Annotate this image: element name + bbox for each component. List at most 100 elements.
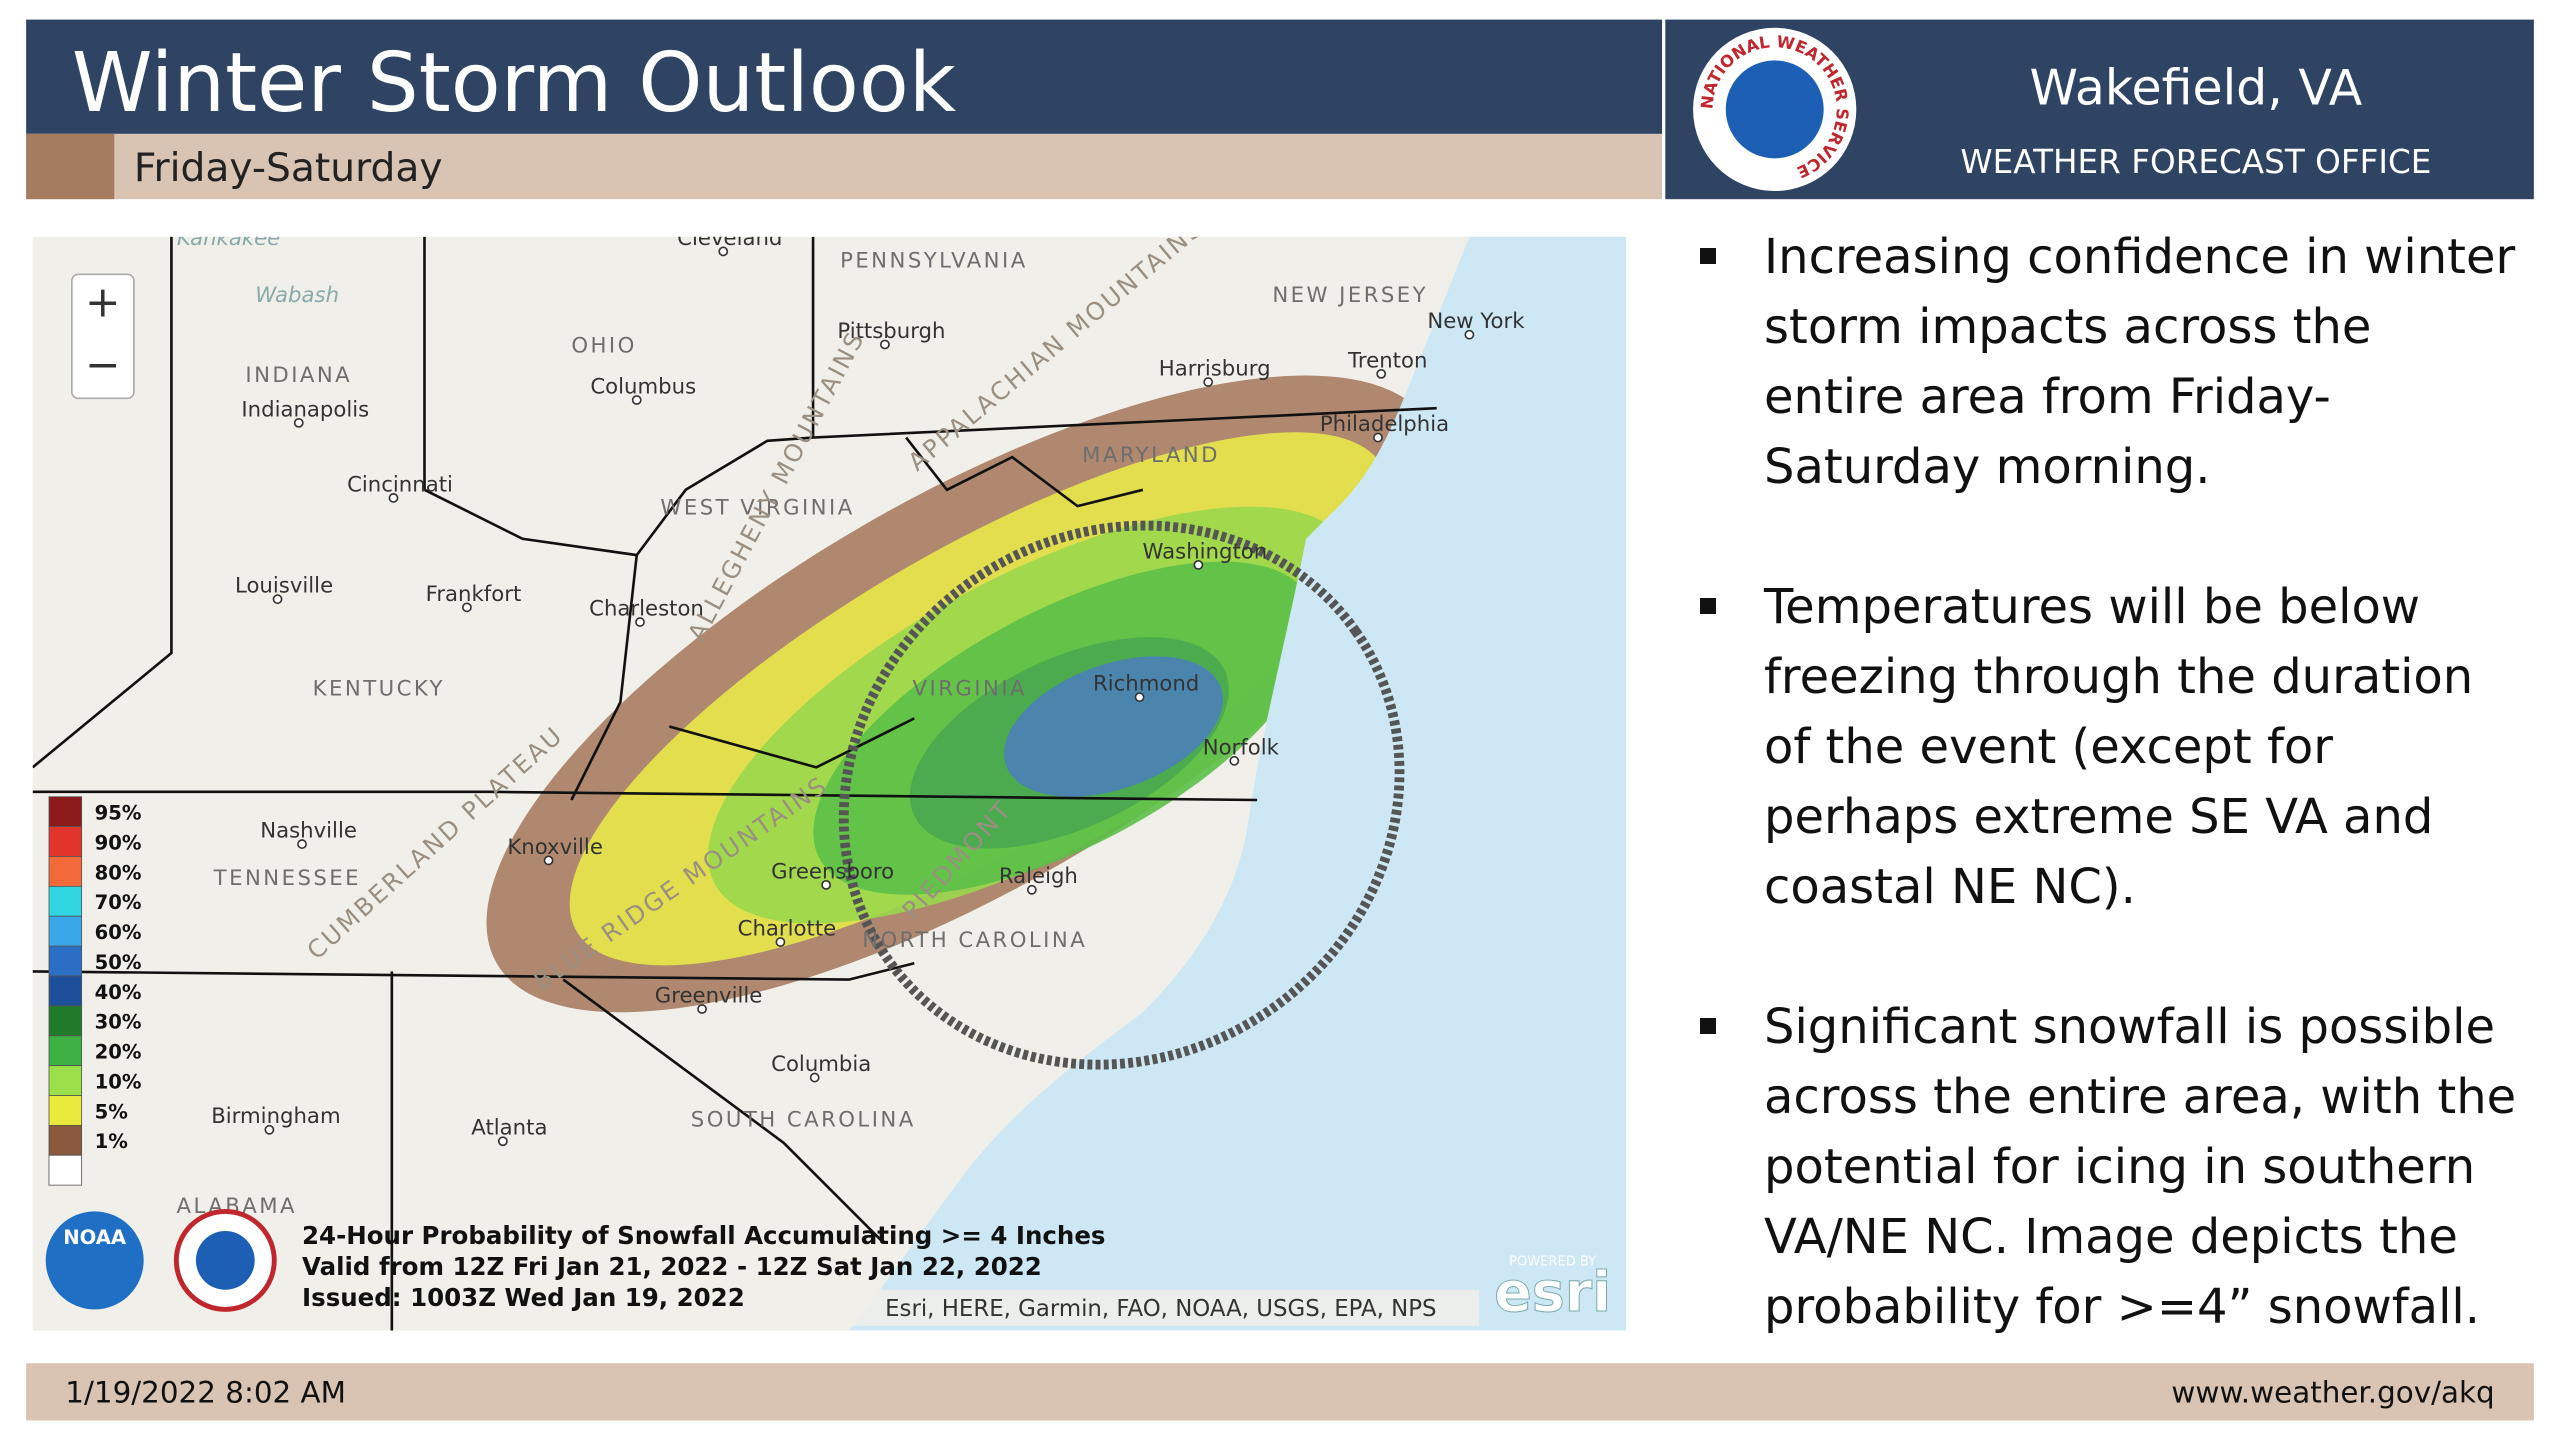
- state-label: OHIO: [571, 334, 636, 359]
- legend-label: 95%: [95, 802, 142, 825]
- legend-swatch: [48, 1124, 83, 1156]
- legend-swatch-none: [48, 1154, 83, 1186]
- title-bar: [26, 19, 1663, 134]
- focus-ellipse: [838, 520, 1405, 1070]
- city-label: Richmond: [1093, 672, 1199, 697]
- city-dot: [1026, 884, 1037, 895]
- city-dot: [1203, 377, 1214, 387]
- legend-swatch: [48, 1035, 83, 1067]
- subtitle-bar: [26, 133, 1663, 200]
- ocean: [848, 236, 1627, 1331]
- city-label: Philadelphia: [1320, 412, 1449, 437]
- state-label: VIRGINIA: [913, 677, 1027, 702]
- legend-swatch: [48, 945, 83, 977]
- city-dot: [718, 246, 729, 257]
- legend-label: 50%: [95, 951, 142, 974]
- city-dot: [1376, 368, 1387, 379]
- state-label: INDIANA: [245, 363, 352, 388]
- legend-label: 60%: [95, 921, 142, 944]
- state-label: NORTH CAROLINA: [862, 928, 1087, 953]
- city-dot: [293, 417, 304, 428]
- state-label: MARYLAND: [1082, 443, 1220, 468]
- noaa-logo: [45, 1211, 144, 1310]
- city-dot: [264, 1124, 275, 1135]
- city-dot: [1229, 755, 1240, 766]
- city-label: Frankfort: [426, 582, 522, 607]
- zoom-in[interactable]: +: [85, 279, 121, 328]
- city-label: Atlanta: [471, 1116, 547, 1141]
- city-label: Columbia: [771, 1052, 871, 1077]
- footer-bar: [26, 1363, 2534, 1421]
- state-label: TENNESSEE: [213, 866, 361, 891]
- city-dot: [821, 880, 832, 890]
- city-dot: [543, 855, 554, 866]
- city-label: Raleigh: [999, 864, 1078, 889]
- caption-line: Valid from 12Z Fri Jan 21, 2022 - 12Z Sa…: [302, 1252, 1042, 1281]
- city-dot: [809, 1072, 820, 1083]
- city-dot: [462, 602, 472, 613]
- city-dot: [631, 395, 642, 405]
- legend-label: 10%: [95, 1070, 142, 1093]
- state-label: KENTUCKY: [313, 677, 445, 702]
- office-name: Wakefield, VA: [2030, 59, 2363, 116]
- state-label: NEW JERSEY: [1272, 283, 1428, 308]
- city-label: Pittsburgh: [837, 319, 945, 344]
- bullet: Significant snowfall is possible across …: [1700, 992, 2520, 1342]
- state-label: PENNSYLVANIA: [840, 249, 1028, 274]
- city-label: Cleveland: [677, 226, 782, 251]
- legend-label: 80%: [95, 861, 142, 884]
- legend-swatch: [48, 1065, 83, 1096]
- footer-url: www.weather.gov/akq: [2171, 1375, 2494, 1409]
- attribution-bg: [842, 1289, 1480, 1326]
- caption: 24-Hour Probability of Snowfall Accumula…: [302, 1221, 1105, 1312]
- city-label: Charlotte: [738, 917, 837, 942]
- legend-label: 70%: [95, 891, 142, 914]
- legend-swatch: [48, 915, 83, 947]
- city-label: Kankakee: [177, 226, 280, 251]
- bullet: Temperatures will be below freezing thro…: [1700, 572, 2520, 922]
- esri-powered: POWERED BY: [1509, 1254, 1596, 1269]
- city-label: Charleston: [589, 597, 704, 622]
- nws-logo-small-center: [195, 1231, 255, 1290]
- legend-swatch: [48, 1095, 83, 1126]
- city-dot: [697, 1004, 707, 1014]
- city-label: Cincinnati: [347, 472, 453, 497]
- zoom-out[interactable]: −: [85, 341, 121, 390]
- legend-swatch: [48, 856, 83, 887]
- city-label: Norfolk: [1203, 735, 1280, 760]
- legend-label: 30%: [95, 1011, 142, 1034]
- focus-ring: [838, 520, 1405, 1070]
- legend: 95% 90% 80% 70% 60% 50% 40% 30% 20% 10% 5% 1%: [48, 796, 142, 1186]
- city-label: Louisville: [235, 574, 333, 599]
- legend-swatch: [48, 1005, 83, 1037]
- office-subtitle: WEATHER FORECAST OFFICE: [1960, 143, 2431, 181]
- subtitle: Friday-Saturday: [134, 146, 443, 191]
- city-dot: [388, 493, 399, 503]
- city-dot: [880, 339, 890, 350]
- state-borders: [32, 236, 1437, 1331]
- legend-swatch: [48, 826, 83, 857]
- city-label: Wabash: [255, 283, 339, 308]
- city-dot: [272, 594, 283, 605]
- city-label: Nashville: [260, 819, 357, 844]
- state-label: SOUTH CAROLINA: [691, 1108, 916, 1133]
- city-label: Washington: [1143, 539, 1268, 564]
- legend-swatch: [48, 885, 83, 917]
- city-label: Indianapolis: [241, 397, 369, 422]
- esri-logo: esri: [1494, 1260, 1611, 1325]
- logo-center: [1725, 60, 1824, 159]
- city-dot: [775, 937, 786, 947]
- city-label: Knoxville: [507, 835, 603, 860]
- city-label: Birmingham: [211, 1104, 340, 1129]
- caption-line: Issued: 1003Z Wed Jan 19, 2022: [302, 1283, 745, 1312]
- city-dot: [1373, 432, 1383, 443]
- legend-swatch: [48, 796, 83, 828]
- city-label: Greensboro: [771, 859, 894, 884]
- caption-line: 24-Hour Probability of Snowfall Accumula…: [302, 1221, 1105, 1250]
- legend-label: 40%: [95, 981, 142, 1004]
- city-label: Harrisburg: [1159, 357, 1271, 382]
- zoom-control[interactable]: [71, 273, 135, 400]
- city-dot: [1464, 329, 1475, 340]
